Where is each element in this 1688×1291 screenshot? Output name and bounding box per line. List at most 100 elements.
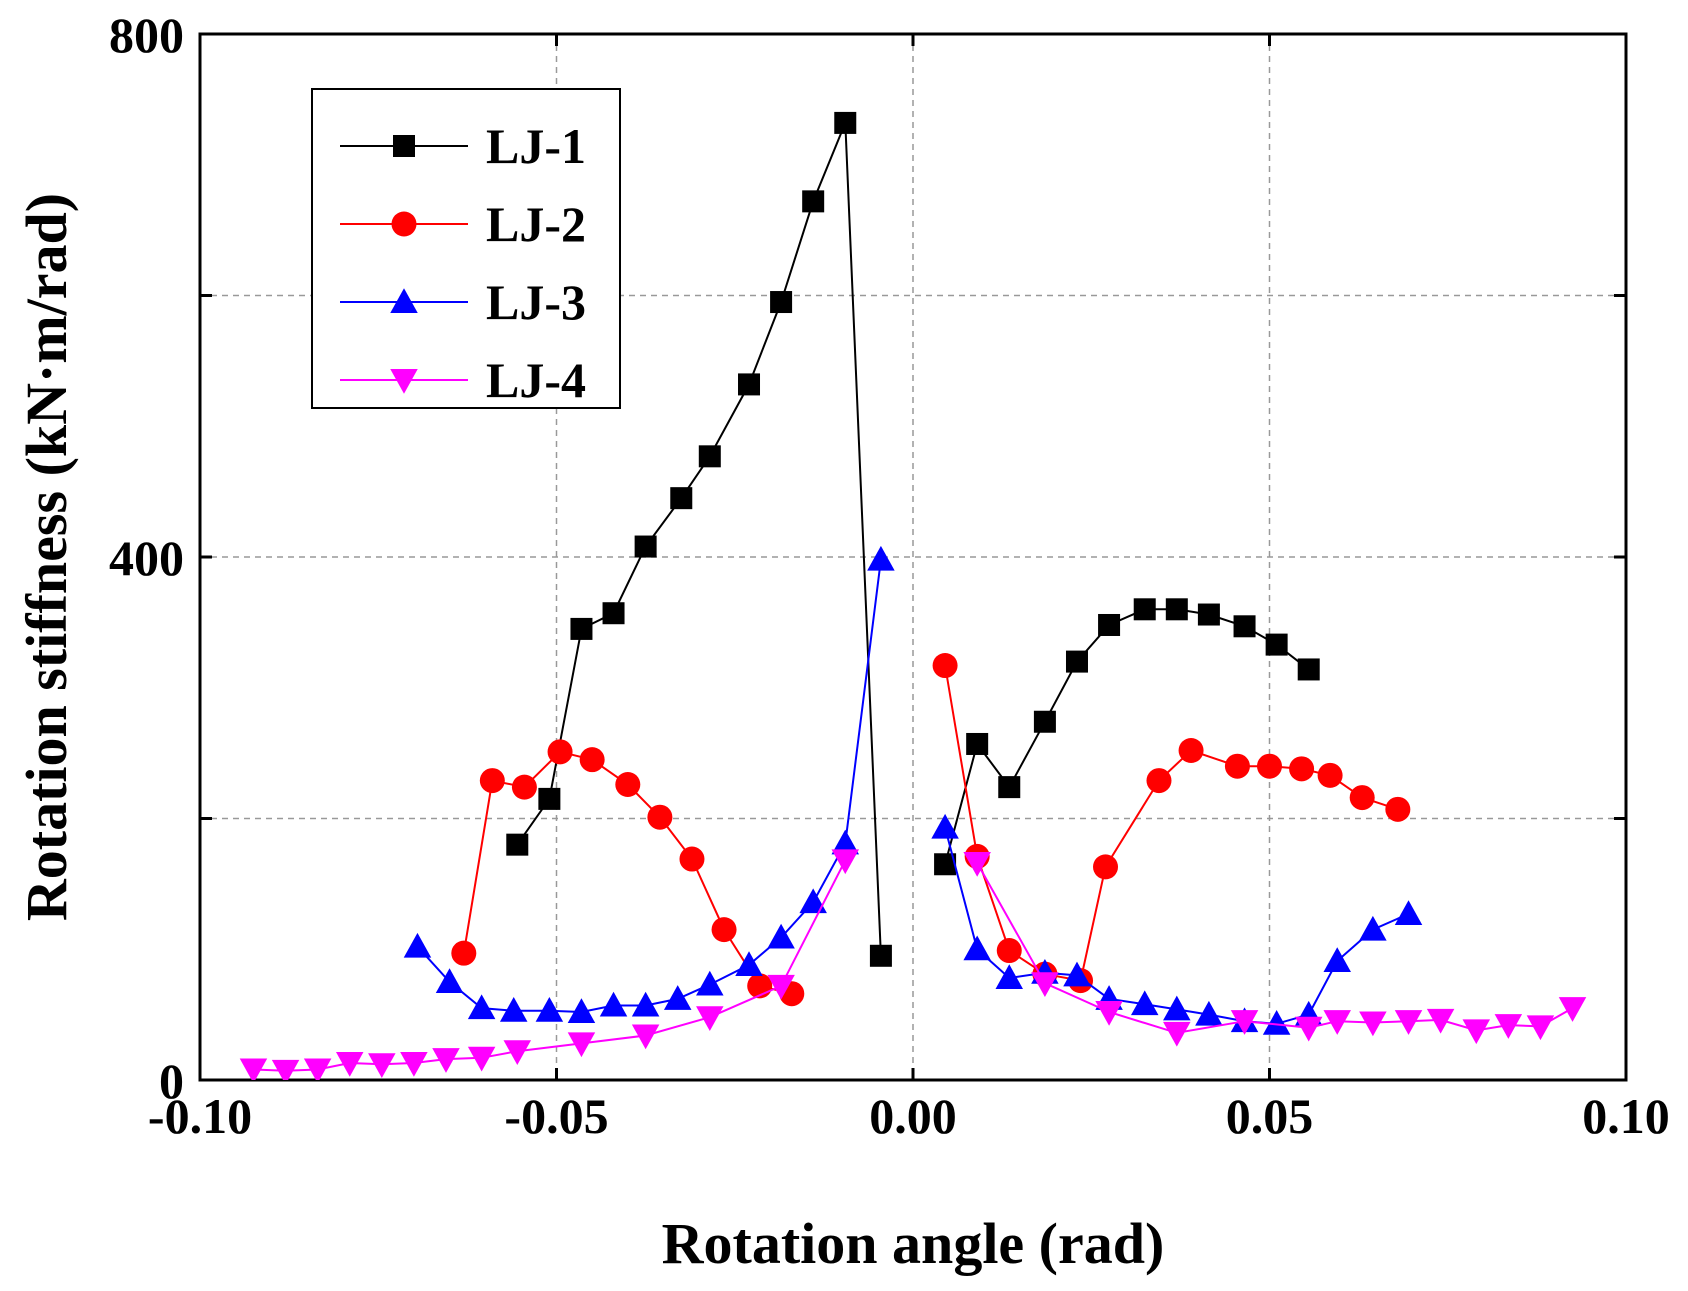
y-axis-title: Rotation stiffness (kN·m/rad) (14, 193, 79, 921)
data-point-lj-2 (479, 768, 505, 794)
data-point-lj-2 (579, 747, 605, 773)
x-tick-label: -0.10 (148, 1088, 252, 1144)
data-point-lj-3 (799, 888, 827, 914)
data-point-lj-3 (535, 996, 564, 1022)
data-point-lj-4 (1394, 1010, 1423, 1035)
data-point-lj-1 (538, 787, 561, 810)
data-point-lj-4 (767, 974, 795, 1000)
data-point-lj-2 (1257, 753, 1282, 779)
data-point-lj-2 (1178, 738, 1204, 764)
data-point-lj-1 (1197, 603, 1220, 626)
data-point-lj-3 (963, 935, 991, 961)
data-point-lj-2 (1093, 854, 1119, 880)
legend-box (311, 88, 621, 409)
data-point-lj-3 (467, 994, 496, 1020)
data-point-lj-2 (1224, 753, 1250, 779)
data-point-lj-2 (996, 938, 1022, 964)
data-point-lj-1 (934, 853, 957, 876)
data-point-lj-1 (869, 944, 892, 967)
data-point-lj-3 (931, 813, 959, 839)
data-point-lj-1 (602, 602, 625, 625)
data-point-lj-1 (834, 111, 857, 134)
legend-marker-lj-2 (391, 211, 417, 237)
series-lj-1 (506, 111, 1320, 967)
data-point-lj-4 (1526, 1015, 1555, 1041)
data-point-lj-4 (1230, 1010, 1259, 1035)
data-point-lj-3 (631, 991, 660, 1017)
data-point-lj-2 (511, 774, 537, 800)
data-point-lj-2 (1349, 785, 1375, 811)
data-point-lj-1 (770, 291, 793, 314)
data-point-lj-1 (1297, 658, 1320, 681)
data-point-lj-4 (432, 1048, 460, 1073)
series-line-lj-1 (516, 122, 882, 956)
data-point-lj-1 (802, 190, 825, 213)
legend-item-lj-2: LJ-2 (340, 196, 586, 252)
data-point-lj-4 (368, 1053, 396, 1079)
data-point-lj-3 (867, 545, 895, 571)
data-point-lj-4 (467, 1046, 496, 1072)
data-point-lj-1 (1165, 598, 1188, 621)
grid (200, 34, 1626, 1080)
data-point-lj-3 (735, 951, 763, 976)
data-point-lj-4 (1494, 1014, 1523, 1039)
data-point-lj-4 (1031, 972, 1059, 997)
data-point-lj-1 (670, 487, 693, 510)
y-tick-label: 0 (159, 1053, 184, 1109)
legend-marker-lj-4 (390, 369, 418, 394)
data-point-lj-3 (403, 932, 432, 958)
data-point-lj-1 (966, 732, 989, 755)
data-point-lj-4 (963, 851, 991, 877)
data-point-lj-4 (271, 1059, 300, 1080)
legend-marker-lj-1 (393, 135, 415, 157)
data-point-lj-4 (696, 1006, 724, 1031)
data-point-lj-2 (1385, 796, 1411, 822)
series-line-lj-3 (944, 827, 1409, 1025)
data-point-lj-1 (634, 535, 657, 558)
data-point-lj-3 (567, 998, 596, 1024)
legend-item-lj-1: LJ-1 (340, 118, 586, 174)
data-point-lj-4 (831, 849, 860, 875)
data-point-lj-3 (1163, 995, 1191, 1021)
data-point-lj-1 (738, 373, 761, 396)
data-point-lj-1 (698, 445, 721, 468)
data-point-lj-4 (631, 1024, 660, 1050)
legend-item-lj-3: LJ-3 (340, 274, 586, 330)
legend-label: LJ-2 (486, 196, 586, 252)
x-tick-label: -0.05 (504, 1088, 608, 1144)
data-point-lj-4 (400, 1052, 428, 1077)
y-tick-label: 400 (109, 530, 184, 586)
data-point-lj-3 (1195, 1000, 1223, 1026)
data-point-lj-3 (1394, 900, 1423, 925)
series-lj-3 (403, 545, 1423, 1035)
data-point-lj-3 (435, 968, 464, 993)
data-point-lj-1 (1133, 598, 1156, 621)
y-tick-label: 800 (109, 7, 184, 63)
data-point-lj-3 (1262, 1010, 1291, 1035)
data-point-lj-1 (570, 617, 593, 640)
series-line-lj-2 (944, 665, 1399, 982)
data-series (239, 111, 1587, 1080)
legend-label: LJ-1 (486, 118, 586, 174)
legend-item-lj-4: LJ-4 (340, 352, 586, 408)
series-lj-4 (239, 849, 1587, 1080)
data-point-lj-4 (503, 1040, 532, 1065)
data-point-lj-1 (1233, 615, 1256, 638)
data-point-lj-4 (1323, 1010, 1351, 1035)
data-point-lj-2 (615, 772, 641, 798)
data-point-lj-4 (335, 1052, 364, 1077)
data-point-lj-2 (1146, 768, 1172, 794)
data-point-lj-4 (1558, 997, 1587, 1022)
legend-label: LJ-4 (486, 352, 586, 408)
data-point-lj-4 (1462, 1019, 1491, 1045)
data-point-lj-1 (1265, 633, 1288, 656)
legend-marker-lj-3 (390, 288, 418, 313)
data-point-lj-3 (499, 996, 528, 1022)
series-line-lj-4 (976, 862, 1573, 1034)
data-point-lj-3 (995, 964, 1024, 990)
data-point-lj-2 (547, 739, 573, 765)
x-tick-label: 0.00 (869, 1088, 957, 1144)
data-point-lj-4 (1359, 1011, 1387, 1037)
data-point-lj-1 (998, 776, 1021, 799)
